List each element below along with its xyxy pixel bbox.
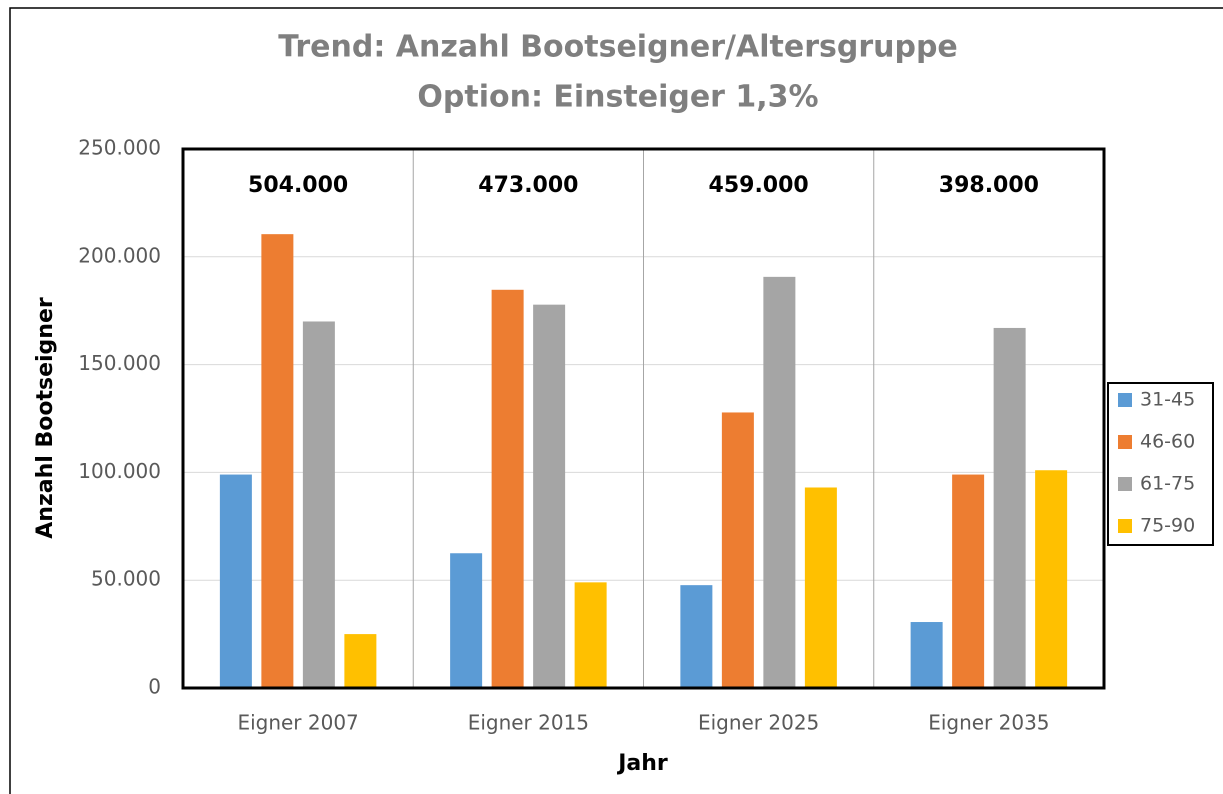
legend-label: 46-60 (1140, 431, 1195, 453)
legend-swatch (1118, 477, 1132, 491)
x-tick-label: Eigner 2015 (468, 711, 589, 735)
x-axis-label: Jahr (616, 751, 668, 776)
bar (344, 634, 377, 688)
annotation: 504.000 (248, 173, 348, 198)
annotation: 473.000 (478, 173, 578, 198)
chart-subtitle: Option: Einsteiger 1,3% (417, 80, 818, 115)
y-tick-label: 100.000 (78, 459, 161, 483)
bar (302, 321, 335, 688)
x-tick-label: Eigner 2007 (237, 711, 358, 735)
annotation: 398.000 (939, 173, 1039, 198)
legend-box (1107, 382, 1214, 546)
plot-border (181, 147, 1106, 690)
y-tick-label: 200.000 (78, 243, 161, 267)
bar (491, 289, 524, 688)
bar (804, 487, 837, 688)
legend-swatch (1118, 393, 1132, 407)
bar (763, 276, 796, 688)
x-tick-label: Eigner 2035 (928, 711, 1049, 735)
legend-label: 61-75 (1140, 473, 1195, 495)
x-tick-label: Eigner 2025 (698, 711, 819, 735)
bar (533, 304, 566, 688)
bar (1035, 470, 1068, 688)
legend-label: 31-45 (1140, 389, 1195, 411)
bar (721, 412, 754, 688)
legend-swatch (1118, 519, 1132, 533)
bar (910, 622, 943, 688)
y-tick-label: 250.000 (78, 136, 161, 160)
bar (680, 585, 713, 688)
bar (993, 327, 1026, 688)
y-tick-label: 50.000 (91, 567, 161, 591)
bar (450, 553, 483, 688)
y-tick-label: 0 (148, 675, 161, 699)
bar (261, 234, 294, 689)
bar (952, 474, 985, 688)
legend-swatch (1118, 435, 1132, 449)
legend-label: 75-90 (1140, 515, 1195, 537)
chart-title: Trend: Anzahl Bootseigner/Altersgruppe (278, 30, 958, 65)
y-tick-label: 150.000 (78, 351, 161, 375)
bar (219, 474, 252, 688)
y-axis-label: Anzahl Bootseigner (33, 297, 58, 539)
annotation: 459.000 (709, 173, 809, 198)
bar (574, 582, 607, 688)
chart-frame (9, 7, 1223, 794)
